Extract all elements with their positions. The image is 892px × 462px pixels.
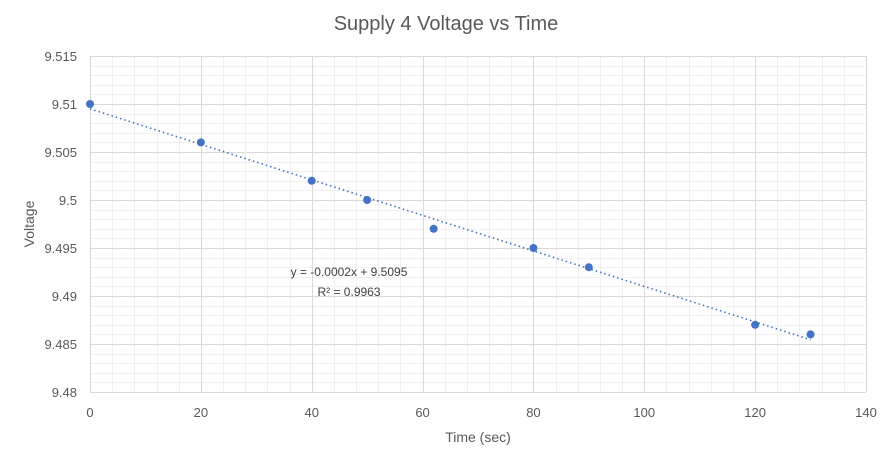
y-tick-label: 9.51 xyxy=(52,97,77,112)
trendline-group xyxy=(89,108,811,341)
y-tick-label: 9.505 xyxy=(44,145,77,160)
x-tick-label: 40 xyxy=(304,405,318,420)
y-tick-label: 9.49 xyxy=(52,289,77,304)
y-axis-label: Voltage xyxy=(21,200,37,247)
x-tick-label: 140 xyxy=(855,405,877,420)
x-tick-label: 80 xyxy=(526,405,540,420)
y-tick-label: 9.5 xyxy=(59,193,77,208)
trendline-equation: y = -0.0002x + 9.5095 xyxy=(291,265,408,279)
data-point xyxy=(429,224,438,233)
y-tick-label: 9.495 xyxy=(44,241,77,256)
y-tick-label: 9.48 xyxy=(52,385,77,400)
y-tick-label: 9.485 xyxy=(44,337,77,352)
tick-labels: 0 20 40 60 80 100 120 140 9.48 9.485 9.49 9.495 9.5 9… xyxy=(44,49,876,420)
data-point xyxy=(307,176,316,185)
x-tick-label: 0 xyxy=(86,405,93,420)
chart-title: Supply 4 Voltage vs Time xyxy=(334,13,559,35)
data-point xyxy=(363,196,372,204)
trendline-r-squared: R² = 0.9963 xyxy=(317,285,380,299)
data-point xyxy=(584,263,593,272)
data-point xyxy=(196,138,205,147)
x-tick-label: 120 xyxy=(744,405,766,420)
x-axis-label: Time (sec) xyxy=(445,429,511,445)
data-point xyxy=(751,320,760,329)
data-point xyxy=(86,100,94,108)
data-point xyxy=(529,244,538,252)
data-points xyxy=(86,100,815,339)
trendline xyxy=(89,108,811,341)
data-point xyxy=(806,330,815,339)
grid xyxy=(90,56,867,393)
x-tick-label: 100 xyxy=(633,405,655,420)
x-tick-label: 60 xyxy=(415,405,429,420)
x-tick-label: 20 xyxy=(194,405,208,420)
y-tick-label: 9.515 xyxy=(44,49,77,64)
